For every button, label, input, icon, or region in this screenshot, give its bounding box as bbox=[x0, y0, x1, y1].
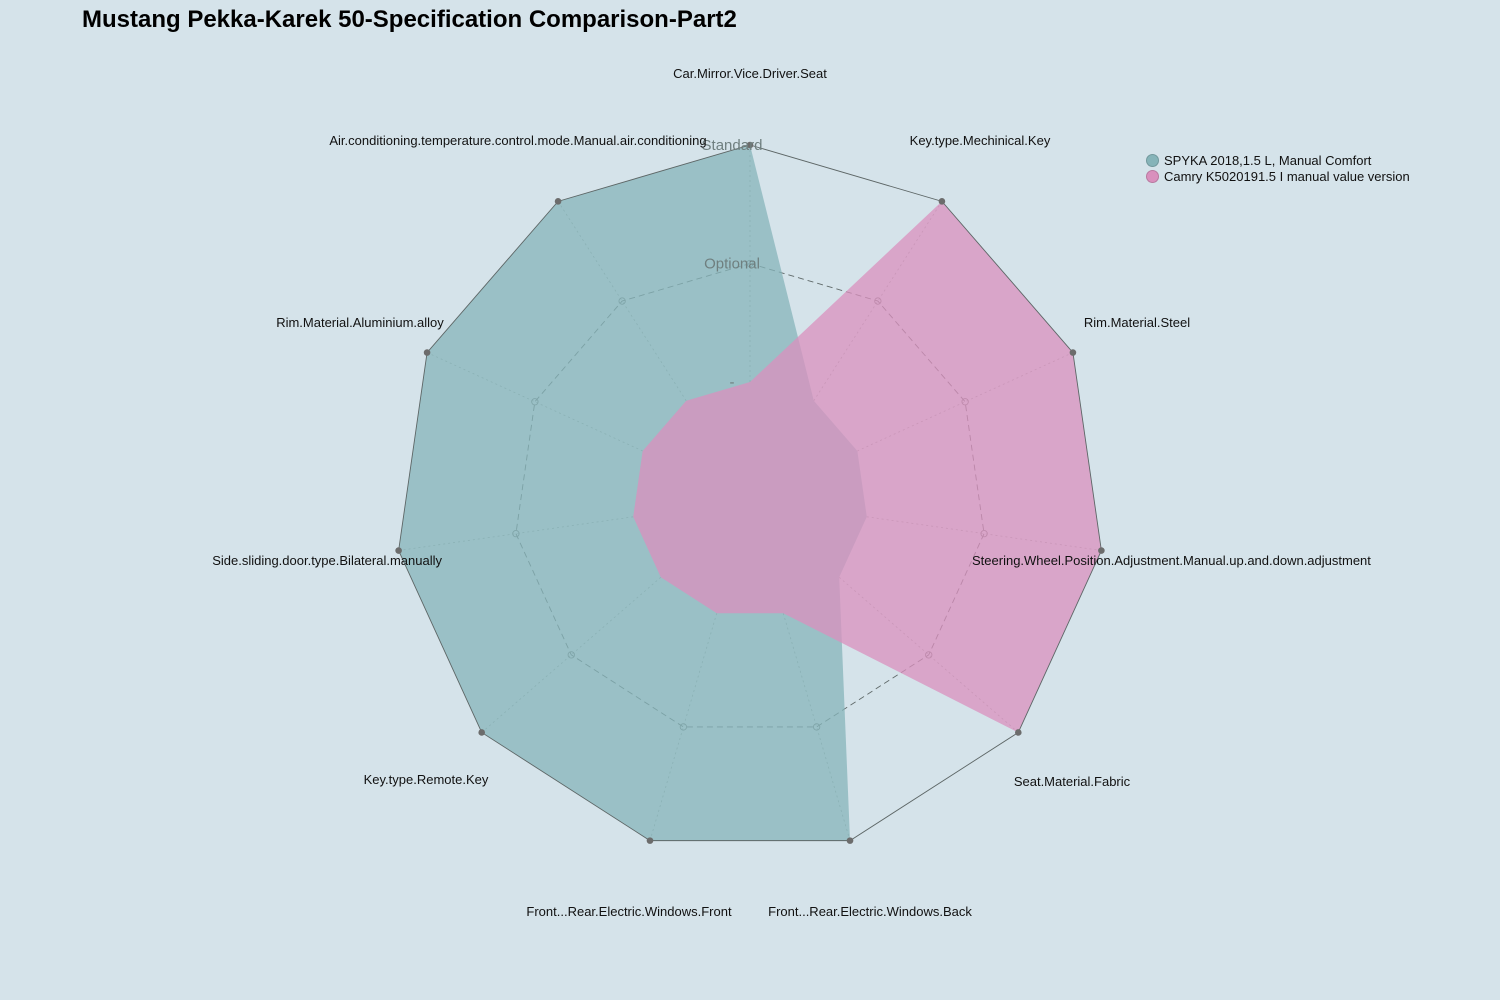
axis-label-4: Steering.Wheel.Position.Adjustment.Manua… bbox=[972, 553, 1371, 568]
axis-label-8: Key.type.Remote.Key bbox=[364, 772, 489, 787]
radar-outer-ring-line bbox=[398, 144, 1102, 842]
level-label-3: Standard bbox=[702, 137, 763, 154]
series-area-2 bbox=[633, 201, 1102, 733]
legend-label-2: Camry K5020191.5 I manual value version bbox=[1164, 168, 1410, 184]
radar-vertex-dot bbox=[395, 547, 402, 554]
axis-label-2: Key.type.Mechinical.Key bbox=[910, 133, 1051, 148]
radar-vertex-dot bbox=[1069, 349, 1077, 356]
axis-label-6: Front...Rear.Electric.Windows.Back bbox=[768, 904, 972, 919]
series-area-1 bbox=[398, 145, 867, 841]
axis-label-5: Seat.Material.Fabric bbox=[1014, 774, 1131, 789]
chart-title: Mustang Pekka-Karek 50-Specification Com… bbox=[82, 6, 737, 33]
radar-vertex-dot bbox=[478, 729, 486, 736]
level-label-1: - bbox=[730, 374, 735, 391]
radar-series bbox=[398, 145, 1102, 841]
radar-vertex-dot bbox=[846, 837, 854, 844]
radar-vertex-dot bbox=[423, 349, 431, 356]
axis-label-10: Rim.Material.Aluminium.alloy bbox=[276, 315, 444, 330]
legend-item-1: SPYKA 2018,1.5 L, Manual Comfort bbox=[1146, 152, 1410, 168]
radar-vertex-dot bbox=[1014, 729, 1022, 736]
radar-vertex-dot bbox=[938, 198, 946, 205]
radar-outer-ring bbox=[395, 141, 1105, 844]
chart-legend: SPYKA 2018,1.5 L, Manual Comfort Camry K5… bbox=[1146, 152, 1410, 184]
axis-label-7: Front...Rear.Electric.Windows.Front bbox=[526, 904, 732, 919]
radar-labels: - Optional Standard Car.Mirror.Vice.Driver.… bbox=[212, 66, 1371, 919]
radar-vertex-dot bbox=[746, 141, 754, 149]
axis-label-1: Car.Mirror.Vice.Driver.Seat bbox=[673, 66, 827, 81]
level-label-2: Optional bbox=[704, 256, 760, 273]
radar-vertex-dot bbox=[1098, 547, 1105, 554]
legend-swatch-2 bbox=[1146, 169, 1159, 183]
axis-label-3: Rim.Material.Steel bbox=[1084, 315, 1190, 330]
radar-vertex-dot bbox=[554, 198, 562, 205]
legend-label-1: SPYKA 2018,1.5 L, Manual Comfort bbox=[1164, 152, 1372, 168]
axis-label-9: Side.sliding.door.type.Bilateral.manuall… bbox=[212, 553, 442, 568]
legend-item-2: Camry K5020191.5 I manual value version bbox=[1146, 168, 1410, 184]
axis-label-11: Air.conditioning.temperature.control.mod… bbox=[329, 133, 706, 148]
legend-swatch-1 bbox=[1146, 153, 1159, 167]
radar-vertex-dot bbox=[646, 837, 654, 844]
